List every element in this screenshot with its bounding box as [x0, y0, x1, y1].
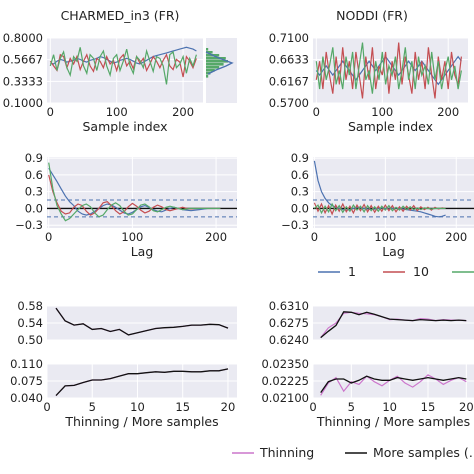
sd-right-xtick-0: 0: [309, 400, 316, 414]
acf-left-ytick-2: 0.3: [25, 185, 43, 199]
histogram-bar-7: [206, 69, 215, 72]
sd-right-ytick-2: 0.02100: [261, 391, 309, 405]
sd-right-xtick-3: 15: [421, 400, 436, 414]
sd-left-series-1: [55, 368, 229, 397]
mean-left-ytick-1: 0.54: [17, 316, 43, 330]
acf-right-xtick-1: 100: [374, 230, 396, 244]
trace-right-xtick-1: 100: [371, 105, 393, 119]
acf-right-xlabel: Lag: [382, 244, 405, 259]
trace-left-panel: 0.8000 0.5667 0.3333 0.1000 0 100 200 Sample in…: [3, 31, 203, 134]
trace-left-series-1: [49, 53, 197, 78]
sd-right-ytick-0: 0.02350: [261, 357, 309, 371]
acf-left-background: [47, 157, 237, 228]
trace-right-xlabel: Sample index: [348, 119, 433, 134]
title-left: CHARMED_in3 (FR): [61, 8, 180, 23]
trace-right-ytick-2: 0.6167: [269, 74, 309, 88]
acf-right-xtick-0: 0: [311, 230, 318, 244]
acf-right-panel: 0.9 0.6 0.3 0.0 −0.30 100 200 Lag: [281, 151, 474, 259]
title-right: NODDI (FR): [336, 8, 408, 23]
histogram-bar-5: [206, 63, 224, 66]
sd-left-xlabel: Thinning / More samples: [64, 414, 218, 429]
trace-right-panel: 0.7100 0.6633 0.6167 0.5700 0 100 200 Sample in…: [269, 31, 468, 134]
acf-right-series-2: [313, 202, 446, 215]
acf-right-xtick-2: 200: [445, 230, 467, 244]
mean-right-ytick-2: 0.6240: [269, 333, 309, 347]
legend-top-label-0: 1: [348, 264, 356, 279]
sd-left-ytick-0: 0.110: [10, 357, 43, 371]
sd-right-xtick-1: 5: [348, 400, 355, 414]
mean-left-ytick-0: 0.58: [17, 299, 43, 313]
acf-right-ytick-3: 0.0: [291, 201, 309, 215]
acf-left-ytick-3: 0.0: [25, 201, 43, 215]
trace-left-ytick-3: 0.1000: [3, 96, 43, 110]
histogram-bar-0: [206, 48, 209, 51]
trace-right-ytick-3: 0.5700: [269, 96, 309, 110]
acf-right-ytick-2: 0.3: [291, 185, 309, 199]
sd-right-xlabel: Thinning / More samples: [316, 414, 470, 429]
acf-left-xtick-0: 0: [45, 230, 52, 244]
histogram-bar-1: [206, 51, 213, 54]
mean-right-panel: 0.6310 0.6275 0.6240: [269, 299, 474, 347]
mean-right-ytick-0: 0.6310: [269, 299, 309, 313]
mean-left-ytick-2: 0.50: [17, 333, 43, 347]
histogram-bar-3: [206, 57, 226, 60]
acf-left-series-2: [48, 162, 221, 222]
trace-left-xtick-1: 100: [106, 105, 128, 119]
acf-left-ytick-4: −0.3: [15, 218, 43, 232]
trace-left-xtick-2: 200: [172, 105, 194, 119]
trace-left-background: [47, 38, 203, 103]
histogram-curve: [205, 51, 234, 75]
sd-right-series-0: [320, 374, 467, 396]
acf-left-ytick-0: 0.9: [25, 151, 43, 165]
legend-bottom: Thinning More samples (…: [232, 445, 474, 460]
legend-top: 110100: [318, 264, 474, 279]
sd-left-xtick-2: 10: [130, 400, 145, 414]
trace-right-ytick-1: 0.6633: [269, 53, 309, 67]
sd-left-xtick-1: 5: [89, 400, 96, 414]
legend-bottom-label-1: More samples (…: [373, 445, 474, 460]
acf-left-ytick-1: 0.6: [25, 168, 43, 182]
mean-left-panel: 0.58 0.54 0.50: [17, 299, 237, 347]
trace-right-xtick-2: 200: [437, 105, 459, 119]
sd-left-xtick-0: 0: [43, 400, 50, 414]
histogram-bar-4: [206, 60, 228, 63]
acf-right-ytick-1: 0.6: [291, 168, 309, 182]
sd-left-xtick-3: 15: [175, 400, 190, 414]
histogram-bar-6: [206, 66, 220, 69]
acf-left-panel: 0.9 0.6 0.3 0.0 −0.30 100 200 Lag: [15, 151, 237, 259]
histogram-bar-9: [206, 75, 209, 78]
trace-left-ytick-2: 0.3333: [3, 74, 43, 88]
acf-right-background: [313, 157, 474, 228]
acf-right-ytick-4: −0.3: [281, 218, 309, 232]
mean-right-series-1: [320, 311, 467, 339]
sd-right-xtick-4: 20: [459, 400, 474, 414]
sd-left-xtick-4: 20: [221, 400, 236, 414]
trace-left-xtick-0: 0: [47, 105, 54, 119]
sd-left-ytick-2: 0.040: [10, 391, 43, 405]
acf-left-xlabel: Lag: [131, 244, 154, 259]
trace-right-xtick-0: 0: [313, 105, 320, 119]
mean-right-ytick-1: 0.6275: [269, 316, 309, 330]
mean-left-series-1: [55, 307, 229, 336]
trace-right-series-2: [315, 42, 462, 94]
acf-left-xtick-2: 200: [205, 230, 227, 244]
trace-left-ytick-1: 0.5667: [3, 53, 43, 67]
sd-left-ytick-1: 0.075: [10, 374, 43, 388]
trace-left-xlabel: Sample index: [82, 119, 167, 134]
marginal-histogram: [205, 38, 237, 103]
trace-right-series-0: [315, 55, 462, 86]
sd-right-series-1: [320, 375, 467, 393]
legend-top-label-1: 10: [413, 264, 429, 279]
trace-right-ytick-0: 0.7100: [269, 31, 309, 45]
sd-right-ytick-1: 0.02225: [261, 374, 309, 388]
acf-right-ytick-0: 0.9: [291, 151, 309, 165]
acf-left-xtick-1: 100: [121, 230, 143, 244]
trace-left-ytick-0: 0.8000: [3, 31, 43, 45]
sd-right-xtick-2: 10: [382, 400, 397, 414]
trace-left-series-2: [49, 47, 197, 85]
legend-bottom-label-0: Thinning: [259, 445, 314, 460]
